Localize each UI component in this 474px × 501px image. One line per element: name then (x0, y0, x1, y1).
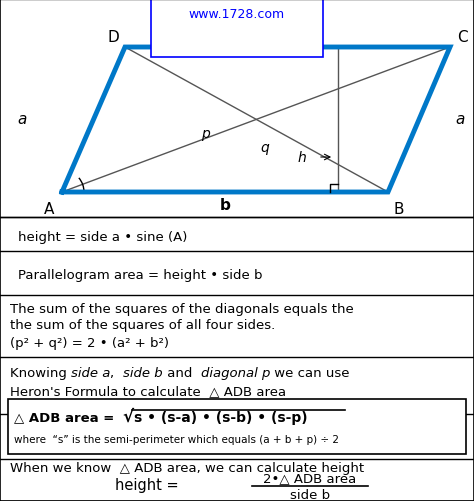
Text: 2•△ ADB area: 2•△ ADB area (264, 471, 356, 484)
Text: s • (s-a) • (s-b) • (s-p): s • (s-a) • (s-b) • (s-p) (134, 410, 308, 424)
Text: h: h (297, 151, 306, 165)
Text: height = side a • sine (A): height = side a • sine (A) (18, 230, 187, 243)
Text: √: √ (122, 407, 133, 425)
Text: D: D (107, 31, 119, 46)
Text: Knowing: Knowing (10, 367, 71, 380)
Text: p: p (201, 127, 210, 141)
Text: Heron's Formula to calculate  △ ADB area: Heron's Formula to calculate △ ADB area (10, 385, 286, 398)
Bar (8, 399, 466, 454)
Text: Parallelogram area = height • side b: Parallelogram area = height • side b (18, 269, 263, 282)
Text: △ ADB area =: △ ADB area = (14, 411, 114, 424)
Text: side b: side b (123, 367, 163, 380)
Text: www.1728.com: www.1728.com (189, 8, 285, 21)
Text: When we know  △ ADB area, we can calculate height: When we know △ ADB area, we can calculat… (10, 461, 364, 474)
Text: side a: side a (71, 367, 110, 380)
Text: a: a (456, 112, 465, 127)
Text: q: q (260, 140, 269, 154)
Text: diagonal p: diagonal p (201, 367, 270, 380)
Text: b: b (274, 28, 285, 43)
Text: B: B (394, 202, 404, 217)
Text: side b: side b (290, 488, 330, 501)
Text: C: C (456, 31, 467, 46)
Text: ,: , (110, 367, 123, 380)
Text: b: b (219, 197, 230, 212)
Text: the sum of the squares of all four sides.: the sum of the squares of all four sides… (10, 318, 275, 331)
Text: and: and (163, 367, 201, 380)
Text: we can use: we can use (270, 367, 349, 380)
Text: height =: height = (115, 477, 179, 492)
Text: a: a (18, 112, 27, 127)
Text: (p² + q²) = 2 • (a² + b²): (p² + q²) = 2 • (a² + b²) (10, 336, 169, 349)
Text: where  “s” is the semi-perimeter which equals (a + b + p) ÷ 2: where “s” is the semi-perimeter which eq… (14, 434, 339, 444)
Text: A: A (44, 202, 54, 217)
Text: The sum of the squares of the diagonals equals the: The sum of the squares of the diagonals … (10, 303, 354, 316)
